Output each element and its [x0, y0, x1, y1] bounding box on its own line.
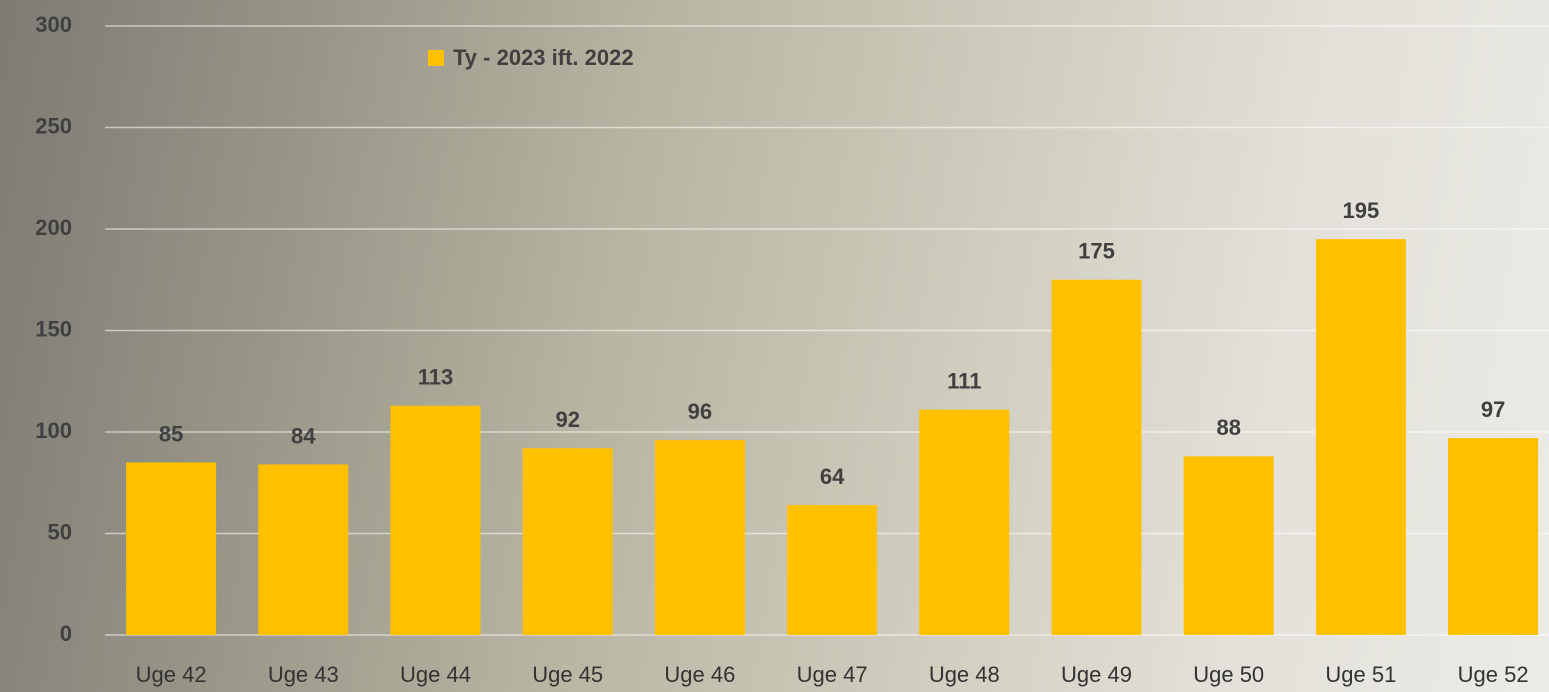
y-tick-label: 150	[35, 316, 72, 341]
x-tick-label: Uge 48	[929, 662, 1000, 687]
bar	[523, 448, 613, 635]
y-tick-label: 0	[60, 621, 72, 646]
bar	[1448, 438, 1538, 635]
bar	[126, 462, 216, 635]
x-tick-label: Uge 42	[136, 662, 207, 687]
value-label: 175	[1078, 239, 1115, 264]
y-tick-label: 50	[48, 519, 72, 544]
y-tick-label: 100	[35, 418, 72, 443]
value-label: 195	[1343, 198, 1380, 223]
value-label: 111	[947, 368, 981, 393]
legend-swatch	[428, 50, 444, 66]
value-label: 88	[1216, 415, 1240, 440]
value-label: 92	[555, 407, 579, 432]
bar	[919, 410, 1009, 635]
value-label: 113	[418, 364, 454, 389]
bar	[655, 440, 745, 635]
x-tick-label: Uge 50	[1193, 662, 1264, 687]
y-tick-label: 200	[35, 215, 72, 240]
x-tick-label: Uge 52	[1458, 662, 1529, 687]
x-tick-label: Uge 43	[268, 662, 339, 687]
x-tick-label: Uge 51	[1325, 662, 1396, 687]
x-tick-label: Uge 47	[797, 662, 868, 687]
legend-label: Ty - 2023 ift. 2022	[453, 45, 634, 70]
y-tick-label: 250	[35, 113, 72, 138]
bar	[1316, 239, 1406, 635]
bar	[391, 406, 481, 635]
bar	[787, 505, 877, 635]
x-tick-label: Uge 44	[400, 662, 471, 687]
x-tick-label: Uge 46	[664, 662, 735, 687]
x-tick-label: Uge 45	[532, 662, 603, 687]
x-tick-label: Uge 49	[1061, 662, 1132, 687]
value-label: 64	[820, 464, 845, 489]
value-label: 84	[291, 423, 316, 448]
bar	[258, 464, 348, 635]
value-label: 96	[688, 399, 712, 424]
chart: 0 50 100 150 200 250 300 Uge 42 Uge 43 Uge 44 Uge …	[0, 0, 1549, 692]
y-tick-label: 300	[35, 12, 72, 37]
bar	[1184, 456, 1274, 635]
bar	[1052, 280, 1142, 635]
value-label: 97	[1481, 397, 1505, 422]
value-label: 85	[159, 421, 183, 446]
